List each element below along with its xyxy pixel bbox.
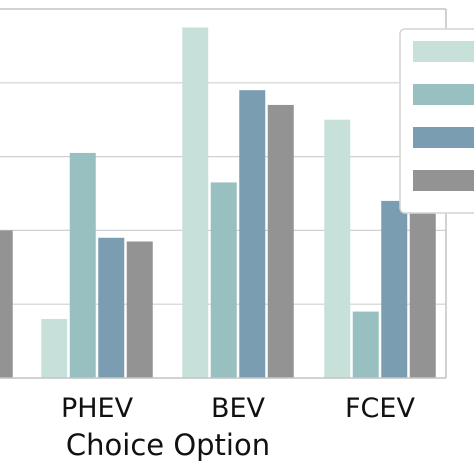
x-tick-label-bev: BEV (211, 393, 266, 424)
legend (399, 28, 474, 214)
legend-swatch-series-2 (413, 84, 474, 105)
legend-swatch-series-4 (413, 170, 474, 191)
bar-phev-series-4 (126, 241, 153, 378)
bar-phev-series-2 (69, 152, 96, 378)
bar-bev-series-1 (182, 27, 209, 378)
bar-group0-series-4 (0, 230, 13, 378)
x-axis-title: Choice Option (66, 428, 270, 462)
bar-fcev-series-2 (352, 311, 379, 378)
bar-phev-series-3 (98, 237, 125, 378)
legend-box (399, 28, 474, 214)
x-tick-labels: PHEV BEV FCEV (61, 393, 416, 424)
x-tick-label-phev: PHEV (61, 393, 134, 424)
x-tick-label-fcev: FCEV (345, 393, 415, 424)
bar-bev-series-3 (239, 90, 266, 379)
bar-fcev-series-3 (381, 200, 408, 378)
legend-swatch-series-1 (413, 41, 474, 62)
bar-bev-series-4 (267, 104, 294, 378)
bar-bev-series-2 (210, 182, 237, 378)
legend-swatch-series-3 (413, 127, 474, 148)
bar-fcev-series-1 (324, 119, 351, 378)
bar-fcev-series-4 (409, 200, 436, 378)
bar-phev-series-1 (41, 318, 68, 378)
bars (0, 27, 436, 379)
